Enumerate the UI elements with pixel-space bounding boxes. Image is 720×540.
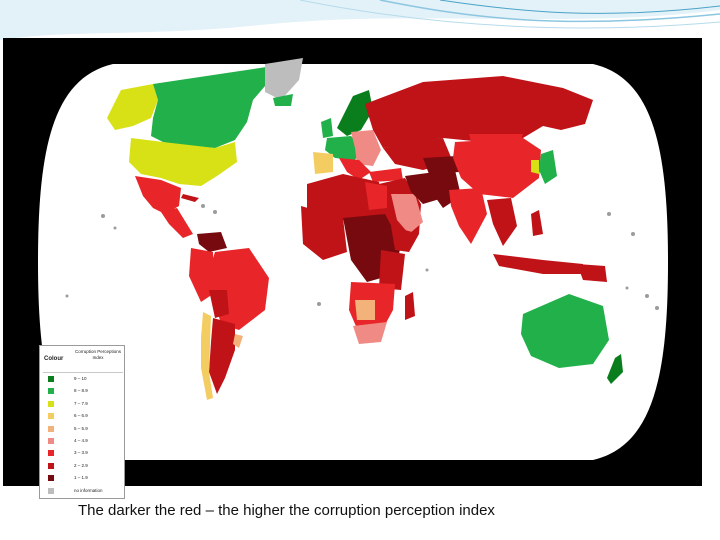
country-alaska [107,84,158,130]
legend-swatch [48,400,54,407]
legend-swatch [48,487,54,494]
legend-entry: 9 – 10 [48,374,122,383]
island-dots [65,204,659,310]
legend-range-label: 4 – 4.9 [74,438,88,443]
country-botswana [355,300,375,320]
world-map [38,58,668,460]
legend-entry: no information [48,486,122,495]
legend-range-label: no information [74,487,103,493]
country-russia [365,76,593,148]
country-japan [539,150,557,184]
legend-title: Corruption Perceptions Index [74,349,122,360]
country-venezuela [197,232,227,252]
legend-range-label: 2 – 2.9 [74,462,88,468]
country-southeast-asia [487,198,517,246]
country-canada [151,66,273,148]
country-usa [129,138,237,186]
country-scandinavia [337,90,373,136]
country-iceland [273,94,293,106]
country-png [577,264,607,282]
country-peru [189,248,213,302]
legend-swatch [48,413,54,420]
country-central-america [161,208,193,238]
country-chile [201,312,213,400]
world-map-panel: Colour Corruption Perceptions Index 9 – … [3,38,702,499]
country-mongolia [469,134,523,148]
legend-entry: 7 – 7.9 [48,399,122,408]
legend-swatch [48,376,54,382]
legend-range-label: 8 – 8.9 [74,388,88,394]
country-indonesia [493,254,583,274]
country-new-zealand [607,354,623,384]
country-central-asia [423,156,459,174]
legend-entry: 8 – 8.9 [48,386,122,395]
legend-swatch [48,425,54,432]
legend-swatch [48,388,54,395]
country-west-africa [301,206,347,260]
country-uk [321,118,333,138]
legend-range-label: 5 – 5.9 [74,425,88,431]
country-cuba [181,194,199,202]
country-china [453,138,541,198]
legend-entry: 5 – 5.9 [48,424,122,433]
legend-entry: 3 – 3.9 [48,448,122,457]
legend-range-label: 7 – 7.9 [74,400,88,406]
country-korea [531,160,539,174]
legend-header: Colour Corruption Perceptions Index [43,348,123,373]
country-horn-of-africa [391,226,419,252]
legend-swatch [48,475,54,482]
legend-swatch [48,462,54,469]
country-bolivia [209,290,229,318]
slide-caption: The darker the red – the higher the corr… [78,502,495,519]
legend-range-label: 6 – 6.9 [74,413,88,419]
country-iberia [313,152,333,174]
country-uruguay [233,334,243,348]
country-greenland [265,58,303,100]
country-australia [521,294,609,368]
country-turkey [369,168,403,182]
legend-range-label: 3 – 3.9 [74,450,88,456]
country-south-africa [353,322,387,344]
legend-colour-label: Colour [44,356,64,362]
country-philippines [531,210,543,236]
map-legend: Colour Corruption Perceptions Index 9 – … [39,345,125,499]
legend-swatch [48,450,54,457]
legend-entry: 2 – 2.9 [48,461,122,470]
legend-swatch [48,438,54,444]
country-argentina [209,318,235,394]
country-madagascar [405,292,415,320]
legend-range-label: 9 – 10 [74,376,87,381]
legend-entry: 4 – 4.9 [48,436,122,445]
legend-range-label: 1 – 1.9 [74,475,88,481]
legend-entry: 1 – 1.9 [48,473,122,482]
country-italy-balkans [339,158,371,180]
country-eastern-europe [351,130,381,166]
country-india [449,188,487,244]
country-saudi-arabia [391,194,423,234]
country-egypt [365,182,387,210]
legend-entry: 6 – 6.9 [48,411,122,420]
country-east-africa [379,250,405,290]
country-mexico [135,176,181,214]
